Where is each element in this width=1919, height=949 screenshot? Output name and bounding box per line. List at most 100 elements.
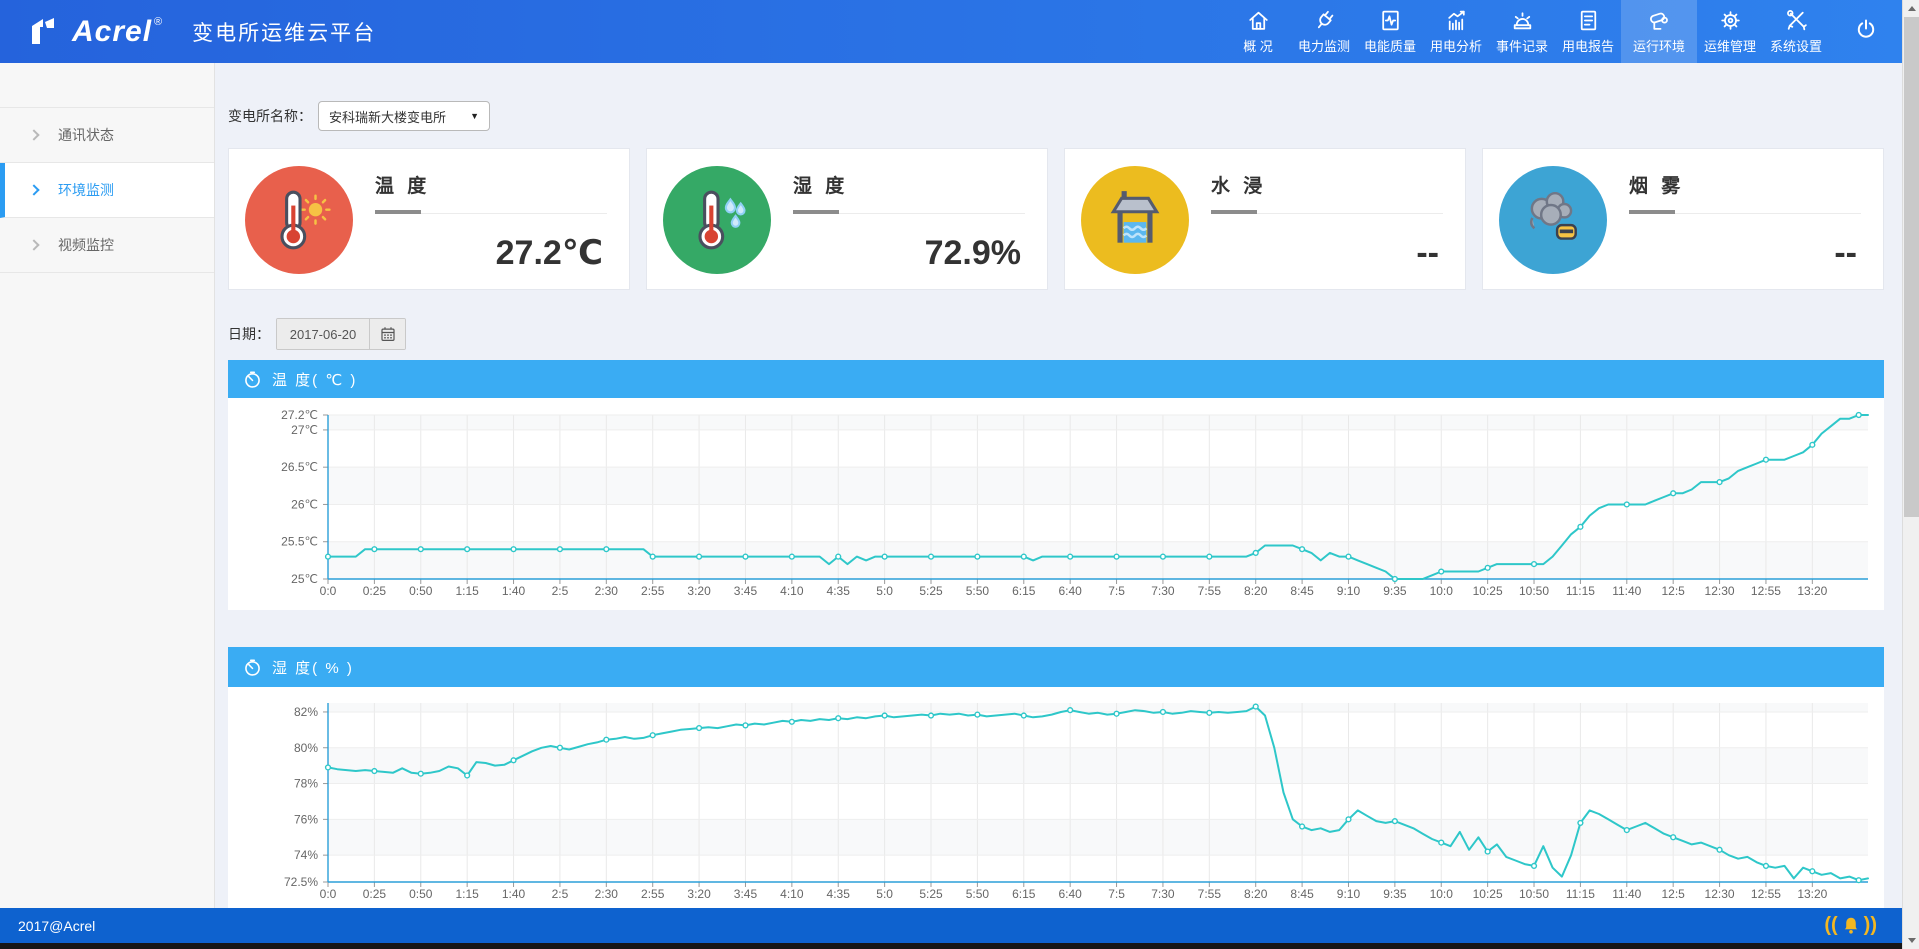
nav-item-operating-environment[interactable]: 运行环境 <box>1621 0 1697 63</box>
chart-title: 温 度( ℃ ) <box>272 371 358 389</box>
nav-label: 用电报告 <box>1561 39 1614 54</box>
footer: 2017@Acrel (( )) <box>0 908 1919 943</box>
smoke-card: 烟 雾 -- <box>1482 148 1884 290</box>
svg-text:74%: 74% <box>294 848 318 862</box>
scrollbar-thumb[interactable] <box>1904 17 1919 517</box>
svg-text:12:5: 12:5 <box>1662 584 1686 598</box>
svg-text:2:30: 2:30 <box>595 584 619 598</box>
svg-text:5:50: 5:50 <box>966 887 990 901</box>
temperature-value: 27.2℃ <box>495 234 603 272</box>
svg-text:10:0: 10:0 <box>1430 887 1454 901</box>
svg-text:0:0: 0:0 <box>320 584 337 598</box>
nav-item-power-quality[interactable]: 电能质量 <box>1357 0 1423 63</box>
temperature-card-circle <box>245 166 353 274</box>
smoke-card-circle <box>1499 166 1607 274</box>
home-icon <box>1246 8 1271 33</box>
cctv-camera-icon <box>1647 8 1672 33</box>
svg-text:26.5℃: 26.5℃ <box>281 460 318 474</box>
svg-text:10:25: 10:25 <box>1473 887 1503 901</box>
svg-text:0:50: 0:50 <box>409 584 433 598</box>
chevron-right-icon <box>28 239 40 251</box>
svg-text:8:20: 8:20 <box>1244 887 1268 901</box>
calendar-button[interactable] <box>369 319 405 349</box>
nav-label: 系统设置 <box>1769 39 1822 54</box>
water-flood-card: 水 浸 -- <box>1064 148 1466 290</box>
station-select-value: 安科瑞新大楼变电所 <box>329 109 447 125</box>
alarm-wave-right: )) <box>1863 914 1877 936</box>
title-underline <box>1211 210 1443 214</box>
date-input[interactable]: 2017-06-20 <box>277 319 369 349</box>
temperature-chart-panel: 温 度( ℃ ) 0:0 0:25 0:50 1:15 1:40 2:5 2:30 2:55 3… <box>228 360 1884 610</box>
thermometer-sun-icon <box>280 190 331 250</box>
svg-text:0:0: 0:0 <box>320 887 337 901</box>
svg-text:3:20: 3:20 <box>687 584 711 598</box>
svg-text:12:5: 12:5 <box>1662 887 1686 901</box>
svg-text:4:10: 4:10 <box>780 887 804 901</box>
temperature-line-chart[interactable]: 0:0 0:25 0:50 1:15 1:40 2:5 2:30 2:55 3:20 3:45 4:… <box>228 398 1884 610</box>
nav-item-system-settings[interactable]: 系统设置 <box>1763 0 1829 63</box>
alarm-bell-button[interactable]: (( )) <box>1824 908 1877 943</box>
svg-text:11:15: 11:15 <box>1566 887 1595 901</box>
svg-text:10:50: 10:50 <box>1519 887 1549 901</box>
nav-item-power-monitoring[interactable]: 电力监测 <box>1291 0 1357 63</box>
svg-text:1:40: 1:40 <box>502 887 526 901</box>
nav-item-power-report[interactable]: 用电报告 <box>1555 0 1621 63</box>
chevron-right-icon <box>28 184 40 196</box>
temperature-chart-header: 温 度( ℃ ) <box>228 360 1884 398</box>
date-picker: 2017-06-20 <box>276 318 406 350</box>
svg-text:5:0: 5:0 <box>876 584 893 598</box>
timer-icon <box>245 371 260 388</box>
timer-icon <box>245 659 260 676</box>
svg-text:82%: 82% <box>294 705 318 719</box>
nav-label: 概 况 <box>1243 39 1273 54</box>
main-nav: 概 况 电力监测 电能质量 用电分析 <box>1225 0 1829 63</box>
nav-item-power-analysis[interactable]: 用电分析 <box>1423 0 1489 63</box>
svg-text:12:55: 12:55 <box>1751 887 1781 901</box>
station-select[interactable]: 安科瑞新大楼变电所 ▼ <box>318 101 490 131</box>
app-title: 变电所运维云平台 <box>192 21 377 45</box>
svg-text:9:10: 9:10 <box>1337 887 1361 901</box>
nav-label: 运行环境 <box>1632 39 1685 54</box>
waveform-monitor-icon <box>1378 8 1403 33</box>
nav-item-overview[interactable]: 概 况 <box>1225 0 1291 63</box>
svg-text:8:45: 8:45 <box>1290 887 1314 901</box>
humidity-line-chart[interactable]: 0:0 0:25 0:50 1:15 1:40 2:5 2:30 2:55 3:20 3:45 4:… <box>228 687 1884 908</box>
svg-text:1:40: 1:40 <box>502 584 526 598</box>
svg-text:7:5: 7:5 <box>1108 887 1125 901</box>
svg-text:0:50: 0:50 <box>409 887 433 901</box>
acrel-logo-icon <box>32 17 54 44</box>
svg-text:10:50: 10:50 <box>1519 584 1549 598</box>
svg-text:1:15: 1:15 <box>455 887 479 901</box>
report-doc-icon <box>1576 8 1601 33</box>
sidebar-item-communication-status[interactable]: 通讯状态 <box>0 108 214 163</box>
chevron-right-icon <box>28 129 40 141</box>
sidebar-item-environment-monitoring[interactable]: 环境监测 <box>0 163 214 218</box>
sidebar-item-label: 视频监控 <box>58 237 114 253</box>
bottom-strip <box>0 943 1919 949</box>
scrollbar-down-arrow[interactable] <box>1903 932 1919 949</box>
power-icon <box>1854 17 1878 46</box>
svg-text:13:20: 13:20 <box>1797 887 1827 901</box>
logo: Acrel ® 变电所运维云平台 <box>28 15 376 49</box>
scrollbar-up-arrow[interactable] <box>1903 0 1919 17</box>
svg-text:12:55: 12:55 <box>1751 584 1781 598</box>
svg-text:12:30: 12:30 <box>1705 887 1735 901</box>
sidebar-item-label: 环境监测 <box>58 182 114 198</box>
date-label: 日期： <box>228 326 270 342</box>
smoke-cloud-icon <box>1529 191 1577 240</box>
humidity-card-body: 湿 度 72.9% <box>793 165 1025 273</box>
logout-power-button[interactable] <box>1843 0 1889 63</box>
nav-item-maintenance[interactable]: 运维管理 <box>1697 0 1763 63</box>
sidebar-item-video-surveillance[interactable]: 视频监控 <box>0 218 214 273</box>
sidebar-spacer <box>0 63 214 108</box>
svg-text:25℃: 25℃ <box>291 572 318 586</box>
svg-text:9:10: 9:10 <box>1337 584 1361 598</box>
svg-text:1:15: 1:15 <box>455 584 479 598</box>
page-scrollbar[interactable] <box>1902 0 1919 949</box>
svg-text:3:45: 3:45 <box>734 584 758 598</box>
plug-icon <box>1312 8 1337 33</box>
logo-registered-mark: ® <box>154 15 163 28</box>
svg-text:5:50: 5:50 <box>966 584 990 598</box>
svg-text:0:25: 0:25 <box>363 584 387 598</box>
nav-item-event-log[interactable]: 事件记录 <box>1489 0 1555 63</box>
